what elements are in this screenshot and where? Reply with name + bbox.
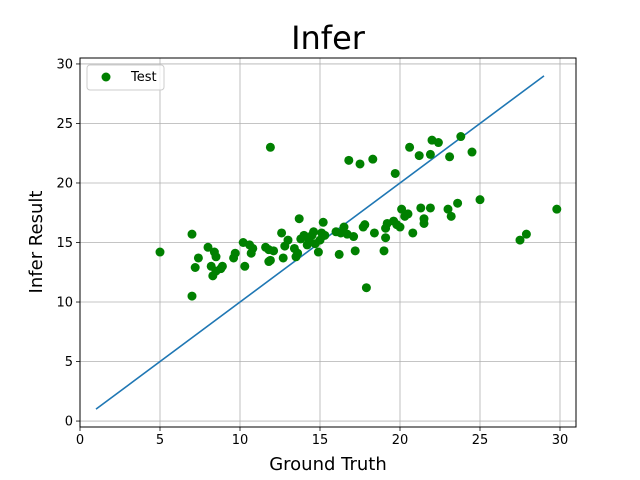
y-tick-label: 20	[56, 176, 73, 191]
scatter-point	[355, 159, 365, 169]
legend: Test	[86, 64, 165, 91]
scatter-point	[294, 214, 304, 224]
y-tick-label: 0	[65, 415, 73, 430]
scatter-point	[265, 255, 275, 265]
scatter-point	[187, 291, 197, 301]
scatter-point	[230, 248, 240, 258]
scatter-point	[193, 253, 203, 263]
scatter-point	[515, 235, 525, 245]
scatter-point	[408, 228, 418, 238]
scatter-point	[425, 149, 435, 159]
scatter-point	[369, 228, 379, 238]
y-tick-label: 25	[56, 117, 73, 132]
scatter-point	[552, 204, 562, 214]
scatter-point	[269, 246, 279, 256]
scatter-point	[443, 204, 453, 214]
y-tick-label: 10	[56, 296, 73, 311]
scatter-point	[416, 203, 426, 213]
x-tick-label: 5	[156, 433, 164, 448]
scatter-point	[397, 204, 407, 214]
scatter-point	[293, 248, 303, 258]
scatter-point	[155, 247, 165, 257]
scatter-point	[433, 138, 443, 148]
x-tick-label: 25	[472, 433, 489, 448]
scatter-point	[313, 247, 323, 257]
scatter-point	[277, 228, 287, 238]
y-axis-ticks: 0 5 10 15 20 25 30	[56, 57, 80, 430]
x-tick-label: 20	[392, 433, 409, 448]
scatter-point	[390, 168, 400, 178]
x-tick-label: 0	[76, 433, 84, 448]
scatter-point	[379, 246, 389, 256]
scatter-point	[278, 253, 288, 263]
scatter-point	[320, 230, 330, 240]
scatter-point	[283, 235, 293, 245]
y-axis-label: Infer Result	[26, 191, 47, 294]
scatter-point	[446, 211, 456, 221]
chart-title: Infer	[291, 19, 366, 57]
scatter-point	[381, 233, 391, 243]
scatter-point	[318, 217, 328, 227]
y-tick-label: 5	[65, 355, 73, 370]
x-tick-label: 15	[312, 433, 329, 448]
scatter-point	[248, 243, 258, 253]
x-axis-label: Ground Truth	[269, 454, 387, 475]
scatter-point	[265, 142, 275, 152]
scatter-point	[419, 214, 429, 224]
scatter-point	[187, 229, 197, 239]
scatter-point	[190, 262, 200, 272]
scatter-point	[368, 154, 378, 164]
scatter-point	[309, 227, 319, 237]
scatter-point	[445, 152, 455, 162]
x-tick-label: 30	[552, 433, 569, 448]
scatter-point	[467, 147, 477, 157]
legend-label-test: Test	[130, 70, 157, 85]
scatter-point	[344, 155, 354, 165]
scatter-point	[405, 142, 415, 152]
scatter-point	[403, 209, 413, 219]
scatter-point	[360, 220, 370, 230]
scatter-point	[395, 222, 405, 232]
scatter-point	[521, 229, 531, 239]
x-axis-ticks: 0 5 10 15 20 25 30	[76, 427, 568, 448]
y-tick-label: 15	[56, 236, 73, 251]
scatter-point	[453, 198, 463, 208]
scatter-point	[203, 242, 213, 252]
scatter-point	[240, 261, 250, 271]
scatter-point	[414, 151, 424, 161]
scatter-point	[350, 246, 360, 256]
scatter-point	[475, 195, 485, 205]
y-tick-label: 30	[56, 57, 73, 72]
scatter-point	[217, 261, 227, 271]
scatter-points	[155, 132, 562, 301]
scatter-point	[334, 249, 344, 259]
scatter-point	[425, 203, 435, 213]
legend-box	[86, 64, 165, 91]
legend-marker	[101, 72, 111, 82]
scatter-point	[339, 222, 349, 232]
scatter-point	[211, 252, 221, 262]
scatter-point	[456, 132, 466, 142]
scatter-point	[349, 232, 359, 242]
scatter-point	[361, 283, 371, 293]
x-tick-label: 10	[232, 433, 249, 448]
